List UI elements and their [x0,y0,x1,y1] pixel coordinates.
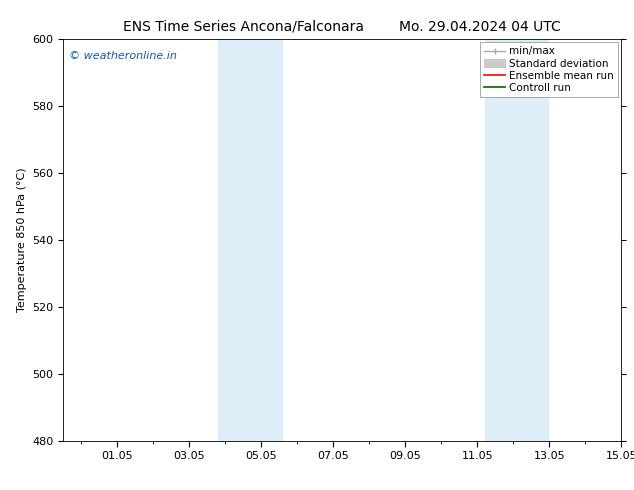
Bar [484,39,549,441]
Y-axis label: Temperature 850 hPa (°C): Temperature 850 hPa (°C) [17,168,27,313]
Legend: min/max, Standard deviation, Ensemble mean run, Controll run: min/max, Standard deviation, Ensemble me… [480,42,618,97]
Bar [218,39,283,441]
Title: ENS Time Series Ancona/Falconara        Mo. 29.04.2024 04 UTC: ENS Time Series Ancona/Falconara Mo. 29.… [124,20,561,34]
Text: © weatheronline.in: © weatheronline.in [69,51,177,61]
